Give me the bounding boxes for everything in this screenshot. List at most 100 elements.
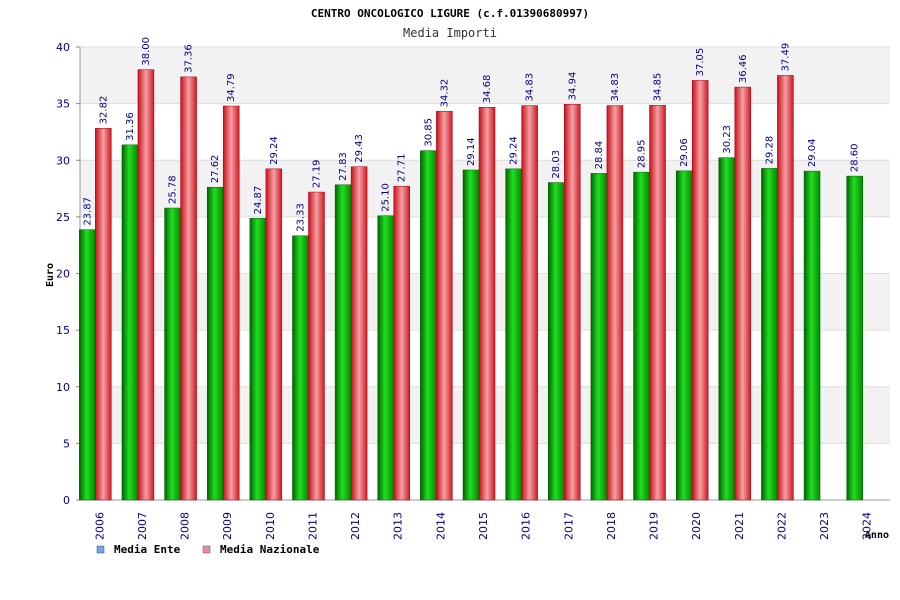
bar-media-ente-2006 [79,229,96,501]
legend-swatch-media-ente [96,545,105,554]
value-label: 27.83 [338,152,349,181]
bar-media-ente-2022 [761,168,778,501]
x-tick-label: 2006 [93,512,106,540]
bar-media-ente-2015 [462,169,480,501]
value-label: 29.43 [354,134,365,163]
value-label: 34.83 [610,73,621,102]
value-label: 29.14 [466,137,477,166]
x-tick-label: 2023 [818,512,831,540]
x-tick-label: 2016 [520,512,533,540]
bar-media-ente-2011 [292,235,309,501]
x-tick-label: 2021 [733,512,746,540]
x-tick-label: 2018 [605,512,618,540]
value-label: 34.94 [567,72,578,101]
bar-media-ente-2024 [846,175,863,501]
bar-media-ente-2010 [249,218,267,501]
x-tick-label: 2015 [477,512,490,540]
x-tick-label: 2019 [648,512,661,540]
value-label: 34.68 [482,75,493,104]
y-tick-label: 0 [63,494,70,507]
value-label: 37.49 [780,43,791,72]
value-label: 24.87 [253,186,264,215]
value-label: 25.10 [381,183,392,212]
x-tick-label: 2020 [690,512,703,540]
plot-band [80,47,890,104]
bar-media-ente-2018 [590,173,608,501]
x-tick-label: 2017 [562,512,575,540]
bars [79,69,863,501]
bar-media-nazionale-2010 [265,168,283,501]
value-label: 23.87 [82,197,93,226]
value-label: 34.85 [653,73,664,102]
x-axis-label: Anno [865,530,889,541]
x-tick-label: 2007 [136,512,149,540]
chart-subtitle: Media Importi [403,26,497,40]
value-label: 34.83 [525,73,536,102]
y-tick-label: 35 [56,98,70,111]
x-ticks: 2006 2007 2008 2009 2010 2011 2012 2013 2014 2015… [93,512,873,540]
value-label: 29.04 [807,138,818,167]
legend: Media Ente Media Nazionale [96,543,320,556]
value-label: 31.36 [125,112,136,141]
bar-media-ente-2021 [718,157,736,501]
value-label: 29.24 [269,136,280,165]
bar-media-nazionale-2014 [436,111,453,501]
value-label: 28.84 [594,141,605,170]
value-label: 25.78 [168,175,179,204]
y-axis-label: Euro [45,263,56,287]
bar-media-nazionale-2019 [649,105,666,501]
bar-media-nazionale-2008 [180,76,197,501]
x-tick-label: 2024 [861,512,874,540]
bar-media-nazionale-2013 [393,185,410,501]
x-tick-label: 2009 [221,512,234,540]
legend-swatch-media-nazionale [202,545,211,554]
value-label: 32.82 [98,96,109,125]
value-label: 27.62 [210,155,221,184]
bar-media-ente-2020 [675,170,693,501]
value-label: 30.85 [423,118,434,147]
value-label: 27.19 [311,159,322,188]
bar-media-nazionale-2009 [222,105,240,501]
bar-media-ente-2012 [334,184,352,501]
bar-media-nazionale-2017 [564,104,581,501]
x-tick-label: 2014 [434,512,447,540]
y-tick-label: 30 [56,154,70,167]
y-ticks: 0 5 10 15 20 25 30 35 40 [56,41,80,507]
value-label: 28.95 [637,140,648,169]
bar-media-ente-2013 [377,215,394,501]
bar-media-nazionale-2021 [734,86,752,501]
value-label: 23.33 [295,203,306,232]
bar-media-nazionale-2018 [606,105,624,501]
chart-title: CENTRO ONCOLOGICO LIGURE (c.f.0139068099… [311,7,589,20]
value-label: 29.24 [509,136,520,165]
bar-media-nazionale-2011 [308,191,325,501]
value-label: 34.32 [439,79,450,108]
bar-media-ente-2017 [548,182,565,501]
value-label: 37.36 [184,44,195,73]
value-label: 34.79 [226,73,237,102]
bar-media-ente-2014 [420,150,437,501]
bar-media-ente-2008 [164,207,181,501]
bar-media-ente-2016 [505,168,522,501]
bar-media-ente-2019 [633,171,650,501]
value-label: 38.00 [141,37,152,66]
y-tick-label: 10 [56,381,70,394]
bar-media-ente-2007 [121,144,139,501]
x-tick-label: 2013 [392,512,405,540]
bar-media-nazionale-2020 [691,80,709,501]
x-tick-label: 2008 [179,512,192,540]
value-label: 29.06 [679,138,690,167]
bar-media-nazionale-2015 [478,106,496,501]
bar-media-nazionale-2012 [350,166,368,501]
y-tick-label: 25 [56,211,70,224]
value-label: 28.60 [850,143,861,172]
x-tick-label: 2012 [349,512,362,540]
value-label: 27.71 [397,154,408,183]
legend-label-media-nazionale: Media Nazionale [220,543,320,556]
value-label: 29.28 [764,136,775,165]
x-tick-label: 2010 [264,512,277,540]
value-labels: 23.87 32.82 31.36 38.00 25.78 37.36 27.62 34.79… [82,37,860,232]
y-tick-label: 20 [56,268,70,281]
y-tick-label: 15 [56,324,70,337]
